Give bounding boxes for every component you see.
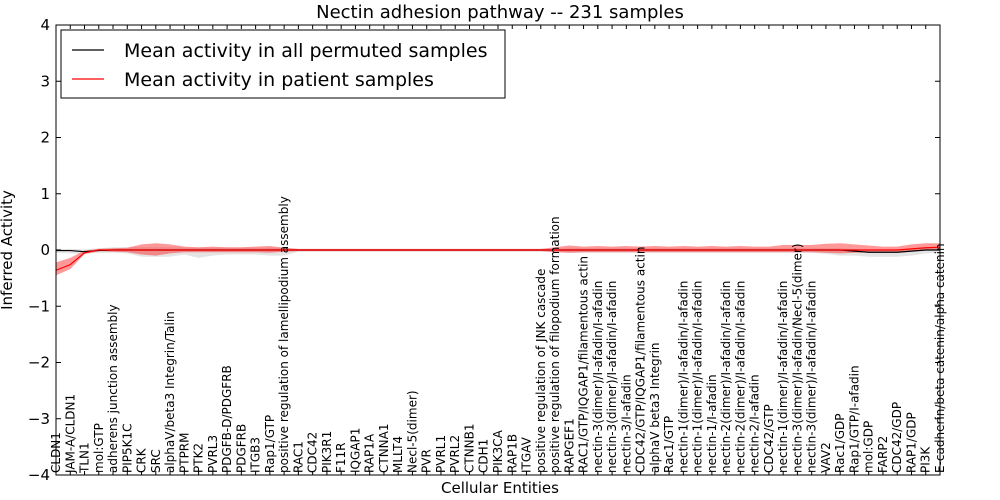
y-tick-label: −3 <box>28 410 50 428</box>
x-tick-label: alphaV/beta3 Integrin/Talin <box>163 311 177 473</box>
x-tick-label: PI3K <box>919 446 933 473</box>
x-tick-label: PVRL3 <box>206 435 220 473</box>
x-tick-label: PIK3CA <box>491 429 505 473</box>
x-tick-label: nectin-3(dimer)/I-afadin/I-afadin <box>805 281 819 473</box>
legend-box <box>60 29 506 99</box>
x-tick-label: CDC42 <box>306 432 320 473</box>
x-tick-label: RAPGEF1 <box>562 418 576 473</box>
x-tick-label: CDC42/GTP <box>762 404 776 473</box>
series-1-line <box>55 246 941 271</box>
x-tick-label: CRK <box>135 447 149 473</box>
x-tick-label: nectin-1(dimer)/I-afadin/I-afadin <box>691 281 705 473</box>
x-tick-label: RAP1/GDP <box>904 412 918 473</box>
x-tick-label: CTNNA1 <box>377 423 391 473</box>
x-tick-label: PVR <box>420 449 434 473</box>
x-tick-label: JAM-A/CLDN1 <box>63 394 77 474</box>
x-tick-label: PTPRM <box>177 433 191 474</box>
y-tick-label: 3 <box>40 72 50 90</box>
confidence-bands <box>56 243 940 276</box>
x-tick-label: positive regulation of filopodium format… <box>548 216 562 473</box>
x-tick-label: F11R <box>334 442 348 473</box>
x-tick-label: mol:GDP <box>862 421 876 473</box>
x-tick-label: ITGB3 <box>249 437 263 473</box>
y-tick-label: −4 <box>28 466 50 484</box>
x-tick-label: Rac1/GTP <box>662 416 676 473</box>
x-tick-label: PDGFB-D/PDGFRB <box>220 365 234 473</box>
y-tick-label: 4 <box>40 16 50 34</box>
x-tick-label: Rap1/GTP <box>263 415 277 473</box>
x-tick-label: PDGFRB <box>234 424 248 473</box>
x-tick-label: CDC42/GTP/IQGAP1/filamentous actin <box>634 247 648 473</box>
y-tick-label: 1 <box>40 185 50 203</box>
chart-title: Nectin adhesion pathway -- 231 samples <box>316 2 684 23</box>
x-tick-label: FARP2 <box>876 436 890 473</box>
legend-label-0: Mean activity in all permuted samples <box>124 40 487 62</box>
x-tick-label: nectin-1(dimer)/I-afadin/I-afadin <box>676 281 690 473</box>
x-tick-label: Rac1/GDP <box>833 414 847 473</box>
legend: Mean activity in all permuted samples Mea… <box>60 29 506 99</box>
x-tick-label: RAP1A <box>363 433 377 473</box>
x-tick-label: nectin-2/I-afadin <box>748 374 762 473</box>
y-tick-label: −1 <box>28 297 50 315</box>
x-tick-label: SRC <box>149 449 163 473</box>
x-tick-label: nectin-3(dimer)/I-afadin/Necl-5(dimer) <box>790 243 804 473</box>
x-tick-label: IQGAP1 <box>348 428 362 473</box>
x-tick-label: Rap1/GTP/I-afadin <box>847 365 861 473</box>
x-tick-label: CDC42/GDP <box>890 402 904 473</box>
x-axis-label: Cellular Entities <box>441 479 559 497</box>
series-lines <box>55 246 941 271</box>
x-tick-label: nectin-2(dimer)/I-afadin/I-afadin <box>719 281 733 473</box>
x-tick-label: nectin-1(dimer)/I-afadin/I-afadin <box>776 281 790 473</box>
x-tick-label: CTNNB1 <box>462 423 476 473</box>
series-1-band <box>56 243 940 276</box>
x-tick-label: nectin-3(dimer)/I-afadin/I-afadin <box>605 281 619 473</box>
x-tick-label: PIP5K1C <box>120 423 134 473</box>
x-tick-label: CDH1 <box>477 439 491 473</box>
x-tick-label: alphaV beta3 Integrin <box>648 342 662 473</box>
x-tick-label: TLN1 <box>78 442 92 474</box>
y-tick-label: −2 <box>28 354 50 372</box>
x-tick-label: nectin-1/I-afadin <box>705 374 719 473</box>
x-tick-label: RAP1B <box>505 434 519 473</box>
plot-area-frame <box>55 24 941 476</box>
legend-label-1: Mean activity in patient samples <box>124 69 434 91</box>
y-tick-label: 0 <box>40 241 50 259</box>
x-tick-label: nectin-3(dimer)/I-afadin/I-afadin <box>591 281 605 473</box>
x-tick-label: adherens junction assembly <box>106 304 120 473</box>
y-tick-label: 2 <box>40 129 50 147</box>
x-tick-label: RAC1/GTP/IQGAP1/filamentous actin <box>577 256 591 473</box>
x-tick-label: MLLT4 <box>391 436 405 473</box>
x-tick-label: VAV2 <box>819 442 833 473</box>
x-tick-label: positive regulation of JNK cascade <box>534 269 548 473</box>
y-axis-label: Inferred Activity <box>0 190 16 310</box>
x-tick-label: PIK3R1 <box>320 431 334 473</box>
x-tick-label: PVRL2 <box>448 435 462 473</box>
x-tick-label: mol:GTP <box>92 423 106 473</box>
x-tick-label: nectin-3/I-afadin <box>619 374 633 473</box>
x-tick-label: Necl-5(dimer) <box>405 390 419 473</box>
x-tick-label: ITGAV <box>520 436 534 473</box>
x-tick-label: nectin-2(dimer)/I-afadin/I-afadin <box>733 281 747 473</box>
x-tick-label: PVRL1 <box>434 435 448 473</box>
x-tick-label: PTK2 <box>192 443 206 473</box>
x-tick-label: RAC1 <box>291 441 305 473</box>
x-tick-label: positive regulation of lamellipodium ass… <box>277 196 291 473</box>
